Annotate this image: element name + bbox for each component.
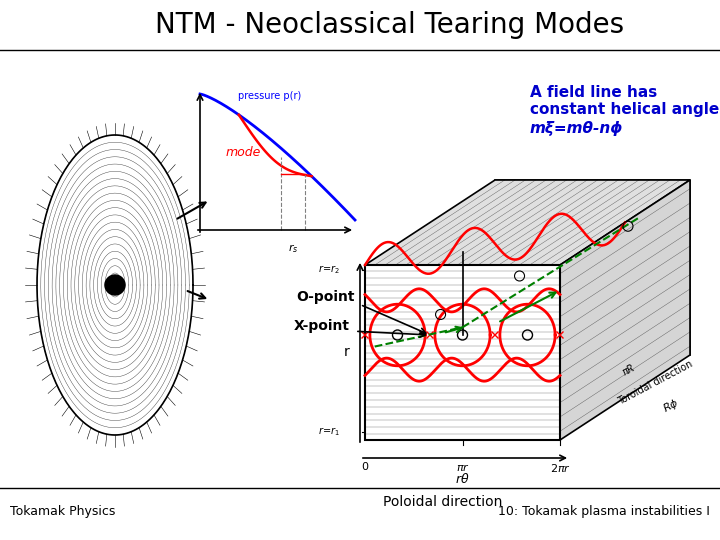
Text: 10: Tokamak plasma instabilities I: 10: Tokamak plasma instabilities I [498, 505, 710, 518]
Text: mξ=mθ-nϕ: mξ=mθ-nϕ [530, 120, 624, 136]
Polygon shape [560, 180, 690, 440]
Text: constant helical angle,: constant helical angle, [530, 102, 720, 117]
Text: $r\theta$: $r\theta$ [455, 472, 469, 486]
Bar [365, 265, 560, 440]
Text: Toroidal direction: Toroidal direction [616, 359, 695, 407]
Text: $r_s$: $r_s$ [288, 242, 298, 255]
Text: Tokamak Physics: Tokamak Physics [10, 505, 115, 518]
Text: O-point: O-point [297, 289, 355, 303]
Text: pressure p(r): pressure p(r) [238, 91, 302, 101]
Text: X-point: X-point [294, 319, 350, 333]
Text: A field line has: A field line has [530, 85, 657, 100]
Text: $2\pi r$: $2\pi r$ [549, 462, 570, 474]
Text: Poloidal direction: Poloidal direction [383, 495, 503, 509]
Polygon shape [365, 180, 690, 265]
Text: $r\!=\!r_1$: $r\!=\!r_1$ [318, 426, 340, 438]
Text: 0: 0 [361, 462, 369, 472]
Text: $\pi r$: $\pi r$ [456, 462, 469, 473]
Text: $\pi R$: $\pi R$ [620, 361, 637, 378]
Text: $r\!=\!r_2$: $r\!=\!r_2$ [318, 264, 340, 276]
Text: $R\phi$: $R\phi$ [660, 395, 681, 416]
Text: NTM - Neoclassical Tearing Modes: NTM - Neoclassical Tearing Modes [156, 11, 624, 39]
Circle shape [105, 275, 125, 295]
Polygon shape [495, 180, 690, 355]
Text: mode: mode [225, 146, 261, 159]
Text: r: r [344, 346, 350, 360]
